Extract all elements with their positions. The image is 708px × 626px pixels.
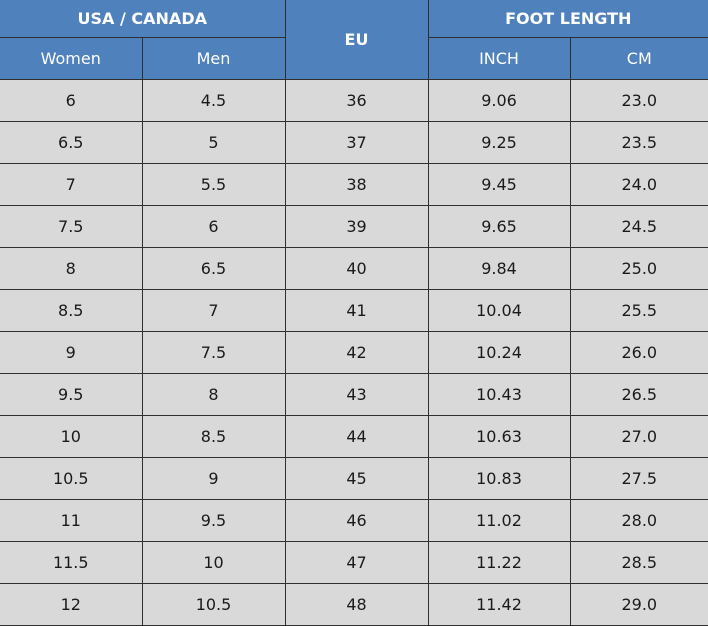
cell-inch: 10.63: [427, 414, 571, 458]
table-row: 11 9.5 46 11.02 28.0: [0, 498, 708, 542]
cell-women: 10: [0, 414, 143, 458]
cell-women: 8.5: [0, 288, 143, 332]
cell-inch: 11.42: [427, 582, 571, 626]
cell-men: 5: [141, 120, 286, 164]
cell-eu: 48: [284, 582, 429, 626]
cell-men: 7.5: [141, 330, 286, 374]
table-row: 10.5 9 45 10.83 27.5: [0, 456, 708, 500]
cell-cm: 27.0: [569, 414, 708, 458]
cell-men: 6.5: [141, 246, 286, 290]
cell-women: 11.5: [0, 540, 143, 584]
cell-women: 12: [0, 582, 143, 626]
cell-men: 4.5: [141, 78, 286, 122]
cell-men: 8.5: [141, 414, 286, 458]
cell-eu: 40: [284, 246, 429, 290]
cell-women: 6.5: [0, 120, 143, 164]
cell-cm: 28.0: [569, 498, 708, 542]
cell-cm: 25.5: [569, 288, 708, 332]
cell-women: 10.5: [0, 456, 143, 500]
table-row: 8.5 7 41 10.04 25.5: [0, 288, 708, 332]
cell-inch: 9.25: [427, 120, 571, 164]
cell-inch: 9.65: [427, 204, 571, 248]
cell-cm: 29.0: [569, 582, 708, 626]
table-row: 9 7.5 42 10.24 26.0: [0, 330, 708, 374]
cell-inch: 10.83: [427, 456, 571, 500]
cell-cm: 27.5: [569, 456, 708, 500]
table-row: 11.5 10 47 11.22 28.5: [0, 540, 708, 584]
cell-inch: 11.22: [427, 540, 571, 584]
cell-eu: 39: [284, 204, 429, 248]
header-foot-length: FOOT LENGTH: [427, 0, 708, 38]
cell-women: 6: [0, 78, 143, 122]
cell-eu: 45: [284, 456, 429, 500]
cell-women: 9: [0, 330, 143, 374]
cell-women: 11: [0, 498, 143, 542]
header-usa-canada: USA / CANADA: [0, 0, 286, 38]
header-women: Women: [0, 36, 143, 80]
cell-eu: 47: [284, 540, 429, 584]
cell-inch: 11.02: [427, 498, 571, 542]
table-row: 6 4.5 36 9.06 23.0: [0, 78, 708, 122]
table-row: 9.5 8 43 10.43 26.5: [0, 372, 708, 416]
cell-eu: 42: [284, 330, 429, 374]
table-row: 6.5 5 37 9.25 23.5: [0, 120, 708, 164]
table-row: 7.5 6 39 9.65 24.5: [0, 204, 708, 248]
table-row: 12 10.5 48 11.42 29.0: [0, 582, 708, 626]
cell-eu: 38: [284, 162, 429, 206]
cell-inch: 9.06: [427, 78, 571, 122]
cell-cm: 23.0: [569, 78, 708, 122]
cell-men: 10.5: [141, 582, 286, 626]
table-row: 8 6.5 40 9.84 25.0: [0, 246, 708, 290]
header-inch: INCH: [427, 36, 571, 80]
cell-men: 5.5: [141, 162, 286, 206]
cell-women: 7.5: [0, 204, 143, 248]
cell-cm: 26.0: [569, 330, 708, 374]
cell-eu: 41: [284, 288, 429, 332]
cell-eu: 43: [284, 372, 429, 416]
cell-men: 9: [141, 456, 286, 500]
cell-inch: 9.45: [427, 162, 571, 206]
cell-cm: 24.0: [569, 162, 708, 206]
cell-men: 9.5: [141, 498, 286, 542]
cell-eu: 46: [284, 498, 429, 542]
cell-eu: 37: [284, 120, 429, 164]
header-eu: EU: [284, 0, 429, 80]
cell-cm: 26.5: [569, 372, 708, 416]
cell-men: 8: [141, 372, 286, 416]
cell-women: 7: [0, 162, 143, 206]
cell-women: 9.5: [0, 372, 143, 416]
table-body: 6 4.5 36 9.06 23.0 6.5 5 37 9.25 23.5 7 5.5 38 9.45 24…: [0, 78, 708, 626]
header-men: Men: [141, 36, 286, 80]
table-row: 10 8.5 44 10.63 27.0: [0, 414, 708, 458]
cell-women: 8: [0, 246, 143, 290]
cell-cm: 23.5: [569, 120, 708, 164]
table-row: 7 5.5 38 9.45 24.0: [0, 162, 708, 206]
cell-inch: 9.84: [427, 246, 571, 290]
cell-inch: 10.43: [427, 372, 571, 416]
cell-men: 7: [141, 288, 286, 332]
header-row-groups: USA / CANADA EU FOOT LENGTH: [0, 0, 708, 80]
cell-eu: 44: [284, 414, 429, 458]
header-cm: CM: [569, 36, 708, 80]
cell-inch: 10.24: [427, 330, 571, 374]
cell-men: 10: [141, 540, 286, 584]
cell-inch: 10.04: [427, 288, 571, 332]
cell-men: 6: [141, 204, 286, 248]
cell-cm: 28.5: [569, 540, 708, 584]
table-header: USA / CANADA EU FOOT LENGTH Women Men IN…: [0, 0, 708, 80]
cell-eu: 36: [284, 78, 429, 122]
cell-cm: 24.5: [569, 204, 708, 248]
cell-cm: 25.0: [569, 246, 708, 290]
